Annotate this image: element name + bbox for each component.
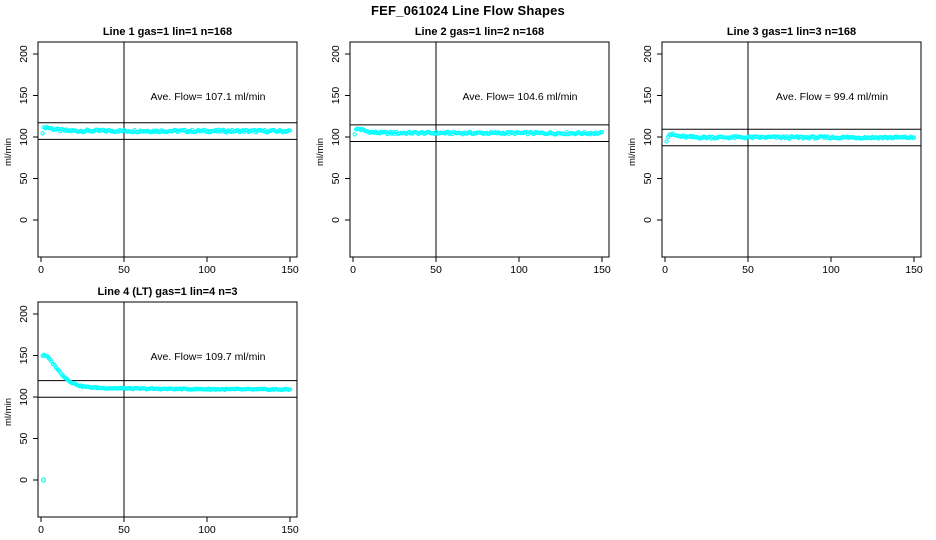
data-points — [40, 124, 293, 136]
y-tick-label: 200 — [18, 45, 30, 63]
y-tick-label: 0 — [18, 217, 30, 223]
panel-title: Line 1 gas=1 lin=1 n=168 — [103, 26, 232, 38]
ave-flow-annotation: Ave. Flow = 99.4 ml/min — [776, 91, 888, 103]
panel-title: Line 4 (LT) gas=1 lin=4 n=3 — [97, 286, 237, 298]
y-tick-label: 150 — [642, 87, 654, 105]
data-point — [599, 130, 605, 135]
data-point — [911, 135, 917, 140]
data-point — [561, 131, 566, 137]
plot-box — [661, 41, 922, 258]
data-points — [40, 352, 293, 483]
y-tick-label: 0 — [642, 217, 654, 223]
figure-title: FEF_061024 Line Flow Shapes — [371, 3, 565, 18]
panel-line-4: 0 50 100 150 0 50 100 150 200 ml/min Line 4 (LT) g… — [0, 280, 312, 540]
y-tick-label: 150 — [18, 347, 30, 365]
data-point — [809, 134, 814, 139]
ave-flow-annotation: Ave. Flow= 109.7 ml/min — [150, 351, 265, 363]
x-tick-label: 100 — [822, 264, 840, 276]
outlier-point — [40, 477, 47, 483]
y-tick-label: 100 — [642, 128, 654, 146]
x-tick-label: 0 — [38, 264, 44, 276]
data-point — [664, 139, 669, 144]
x-tick-label: 50 — [118, 524, 130, 536]
plot-line-1: 0 50 100 150 0 50 100 150 200 ml/min Line 1 gas=1 … — [3, 26, 299, 276]
panel-line-1: 0 50 100 150 0 50 100 150 200 ml/min Line 1 gas=1 … — [0, 20, 312, 280]
data-points — [664, 131, 917, 144]
x-tick-label: 0 — [662, 264, 668, 276]
plot-box — [37, 301, 298, 518]
x-tick-label: 150 — [905, 264, 923, 276]
x-tick-label: 150 — [593, 264, 611, 276]
x-tick-label: 50 — [742, 264, 754, 276]
y-tick-label: 50 — [330, 173, 342, 185]
y-axis-label: ml/min — [3, 138, 14, 166]
x-tick-label: 50 — [430, 264, 442, 276]
data-point — [286, 128, 291, 133]
x-tick-label: 150 — [281, 264, 299, 276]
x-tick-label: 100 — [198, 264, 216, 276]
y-tick-label: 50 — [18, 433, 30, 445]
data-point — [40, 131, 45, 136]
panel-line-2: 0 50 100 150 0 50 100 150 200 ml/min Line 2 gas=1 … — [312, 20, 624, 280]
x-tick-label: 0 — [350, 264, 356, 276]
y-tick-label: 200 — [330, 45, 342, 63]
y-tick-label: 0 — [330, 217, 342, 223]
plot-box — [349, 41, 610, 258]
y-tick-label: 150 — [330, 87, 342, 105]
data-point — [287, 387, 293, 392]
y-tick-label: 200 — [18, 305, 30, 323]
y-tick-label: 200 — [642, 45, 654, 63]
x-tick-label: 100 — [510, 264, 528, 276]
plot-box — [37, 41, 298, 258]
panel-title: Line 3 gas=1 lin=3 n=168 — [727, 26, 856, 38]
y-axis-label: ml/min — [315, 138, 326, 166]
y-tick-label: 50 — [18, 173, 30, 185]
data-point — [352, 132, 357, 137]
panel-line-3: 0 50 100 150 0 50 100 150 200 ml/min Line 3 gas=1 … — [624, 20, 936, 280]
x-tick-label: 100 — [198, 524, 216, 536]
y-tick-label: 100 — [18, 128, 30, 146]
x-tick-label: 150 — [281, 524, 299, 536]
x-tick-label: 50 — [118, 264, 130, 276]
x-tick-label: 0 — [38, 524, 44, 536]
y-tick-label: 100 — [18, 388, 30, 406]
data-point — [287, 128, 293, 133]
plot-line-4: 0 50 100 150 0 50 100 150 200 ml/min Line 4 (LT) g… — [3, 286, 299, 536]
ave-flow-annotation: Ave. Flow= 107.1 ml/min — [150, 91, 265, 103]
y-tick-label: 50 — [642, 173, 654, 185]
y-axis-label: ml/min — [3, 398, 14, 426]
y-tick-label: 0 — [18, 477, 30, 483]
panel-title: Line 2 gas=1 lin=2 n=168 — [415, 26, 544, 38]
plot-line-3: 0 50 100 150 0 50 100 150 200 ml/min Line 3 gas=1 … — [627, 26, 923, 276]
y-tick-label: 150 — [18, 87, 30, 105]
data-points — [352, 126, 605, 137]
plot-line-2: 0 50 100 150 0 50 100 150 200 ml/min Line 2 gas=1 … — [315, 26, 611, 276]
y-tick-label: 100 — [330, 128, 342, 146]
y-axis-label: ml/min — [627, 138, 638, 166]
ave-flow-annotation: Ave. Flow= 104.6 ml/min — [462, 91, 577, 103]
